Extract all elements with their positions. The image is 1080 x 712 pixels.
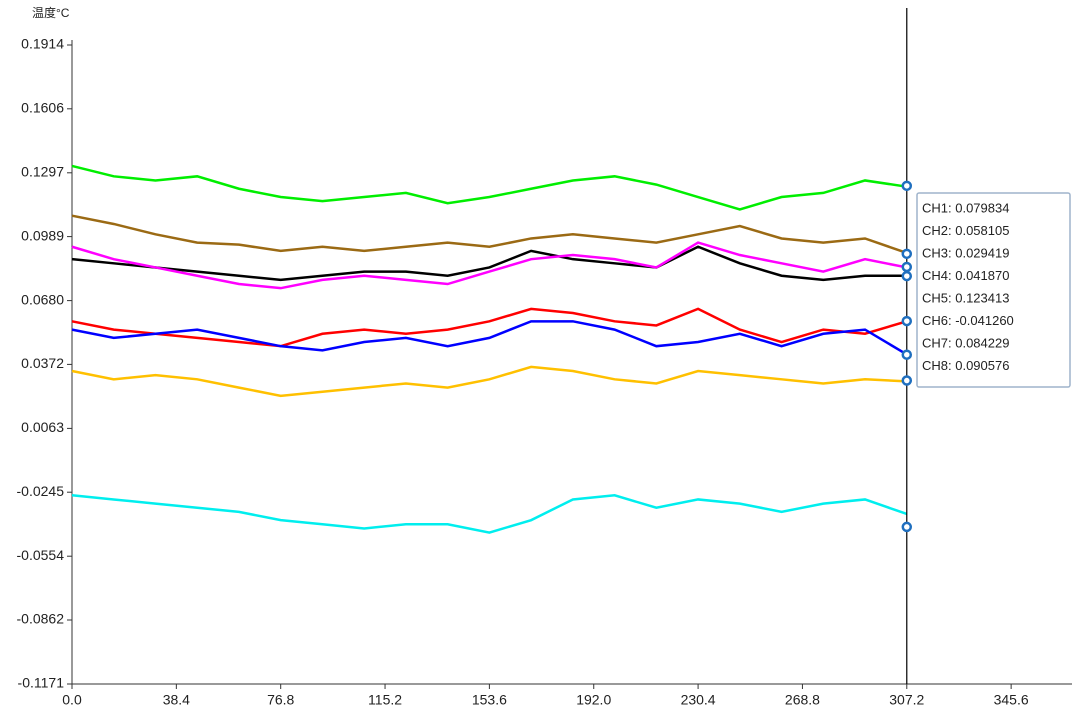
y-tick-label: 0.0989 xyxy=(21,227,64,243)
y-tick-label: 0.1606 xyxy=(21,99,64,115)
y-tick-label: 0.1914 xyxy=(21,36,64,52)
cursor-marker xyxy=(901,270,913,282)
x-tick-label: 268.8 xyxy=(785,692,820,708)
y-tick-label: 0.0372 xyxy=(21,355,64,371)
tooltip-label: CH1: 0.079834 xyxy=(922,200,1009,215)
series-line xyxy=(71,320,908,356)
tooltip-label: CH2: 0.058105 xyxy=(922,223,1009,238)
y-tick-label: 0.0063 xyxy=(21,419,64,435)
tooltip-box xyxy=(916,192,1071,388)
x-tick-label: 0.0 xyxy=(62,692,82,708)
cursor-marker xyxy=(901,521,913,533)
cursor-marker xyxy=(901,180,913,192)
y-tick-label: -0.0862 xyxy=(17,611,65,627)
cursor-marker xyxy=(901,349,913,360)
series-line xyxy=(71,307,908,348)
tooltip-label: CH4: 0.041870 xyxy=(922,268,1009,283)
y-axis-label: 温度°C xyxy=(32,5,70,20)
series-line xyxy=(71,241,908,290)
x-tick-label: 153.6 xyxy=(472,692,507,708)
x-tick-label: 192.0 xyxy=(576,692,611,708)
series-line xyxy=(71,494,908,534)
x-tick-label: 38.4 xyxy=(163,692,190,708)
series-line xyxy=(71,214,908,255)
x-tick-label: 307.2 xyxy=(889,692,924,708)
tooltip-label: CH5: 0.123413 xyxy=(922,290,1009,305)
series-line xyxy=(71,164,907,211)
cursor-marker xyxy=(901,315,913,327)
cursor-marker xyxy=(901,375,913,386)
y-tick-label: -0.1171 xyxy=(18,675,65,691)
tooltip-label: CH6: -0.041260 xyxy=(922,313,1014,328)
y-tick-label: 0.0680 xyxy=(21,291,64,307)
y-tick-label: -0.0245 xyxy=(17,483,65,499)
cursor-marker xyxy=(901,248,913,260)
x-tick-label: 76.8 xyxy=(267,692,294,708)
tooltip-label: CH7: 0.084229 xyxy=(922,335,1009,350)
series-line xyxy=(71,365,907,398)
x-tick-label: 345.6 xyxy=(994,692,1029,708)
cursor-marker xyxy=(901,261,913,273)
tooltip-label: CH3: 0.029419 xyxy=(922,245,1009,260)
y-tick-label: 0.1297 xyxy=(21,164,64,180)
tooltip-label: CH8: 0.090576 xyxy=(922,358,1009,373)
x-tick-label: 230.4 xyxy=(681,692,716,708)
x-tick-label: 115.2 xyxy=(368,692,402,708)
y-tick-label: -0.0554 xyxy=(17,547,65,563)
series-line xyxy=(71,245,907,282)
